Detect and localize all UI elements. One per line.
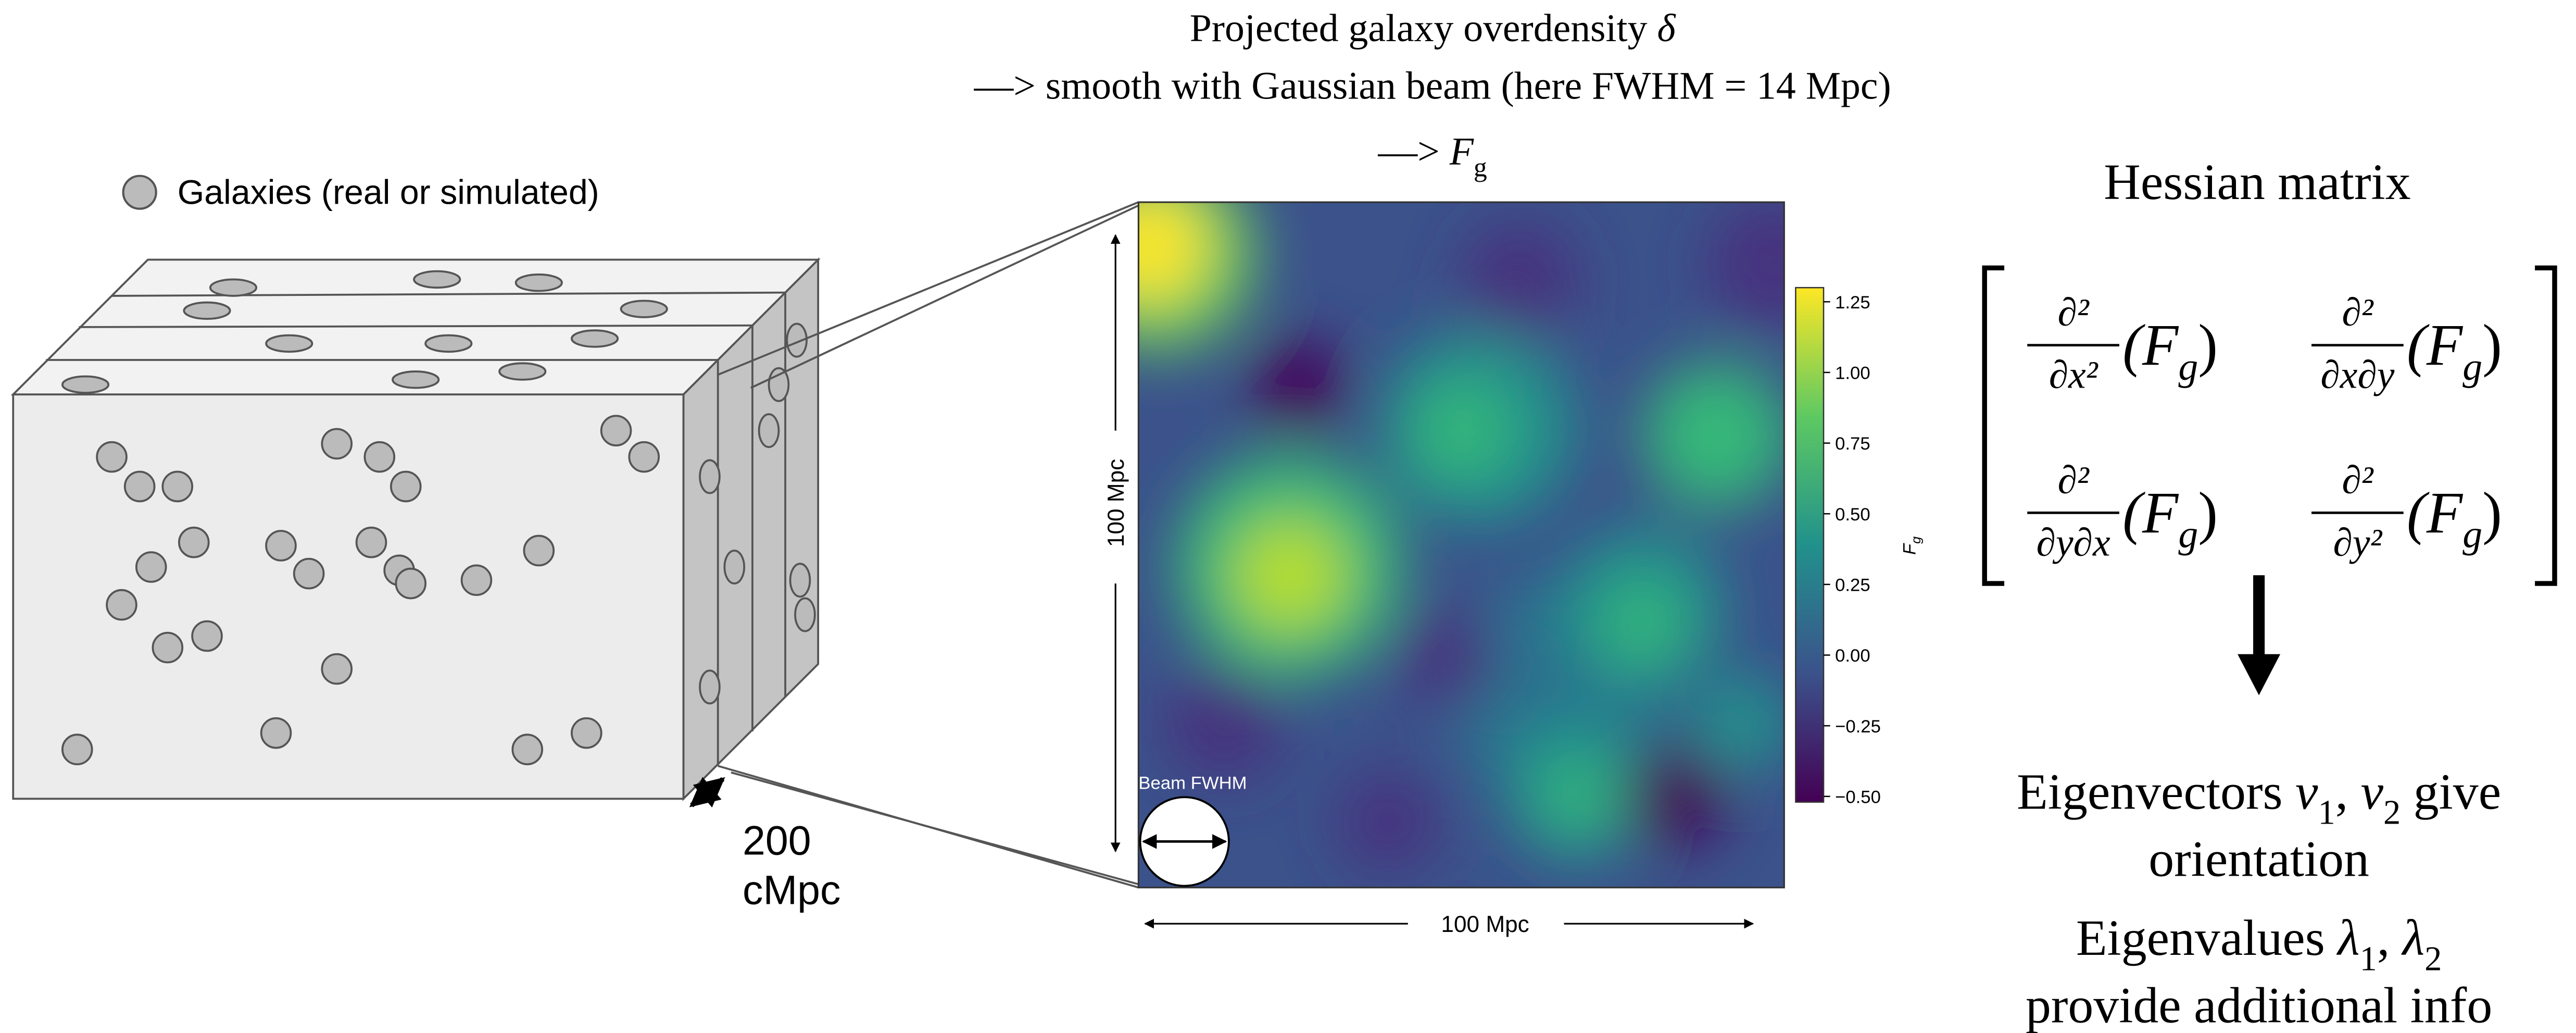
text-line: Projected galaxy overdensity δ — [1190, 7, 1677, 50]
subscript: 1 — [2360, 940, 2377, 978]
text-segment: v — [2295, 764, 2318, 820]
colorbar-label-text: F — [1900, 543, 1920, 555]
beam-label: Beam FWHM — [1138, 773, 1247, 793]
function-sub: g — [2178, 345, 2198, 389]
text-segment: , — [2377, 910, 2403, 966]
function: (Fg) — [2407, 480, 2502, 556]
colorbar-tick-label: 0.25 — [1835, 576, 1870, 595]
function-sub: g — [2462, 513, 2482, 556]
colorbar-label: Fg — [1900, 537, 1924, 555]
colorbar-tick-label: 1.00 — [1835, 364, 1870, 383]
colorbar-tick-label: 0.50 — [1835, 505, 1870, 525]
numerator: ∂² — [2058, 291, 2090, 334]
galaxy-box — [10, 257, 821, 801]
function-close: ) — [2482, 480, 2502, 545]
subscript: 1 — [2318, 794, 2335, 832]
colorbar-tick-label: −0.50 — [1835, 787, 1881, 807]
matrix: ∂²∂x² (Fg) ∂²∂x∂y (Fg)∂²∂y∂x (Fg) ∂²∂y² (Fg) — [2027, 291, 2502, 564]
text-segment: Eigenvalues — [2076, 910, 2338, 966]
matrix-entry: ∂² ∂x² (Fg) — [2027, 291, 2218, 397]
text-segment: v — [2361, 764, 2384, 820]
text-line: —> Fg — [1377, 130, 1487, 183]
denominator: ∂x² — [2049, 354, 2099, 397]
text-line: Eigenvectors v1, v2 give — [2017, 764, 2501, 831]
text-segment: λ — [2401, 910, 2424, 966]
text-line: orientation — [2148, 831, 2369, 888]
numerator: ∂² — [2342, 459, 2373, 502]
function: (Fg) — [2122, 480, 2218, 556]
numerator: ∂² — [2342, 291, 2373, 334]
depth-label: 200 cMpc — [743, 818, 840, 913]
down-arrow-head — [2238, 654, 2281, 695]
function-close: ) — [2482, 312, 2502, 378]
text-segment: Eigenvectors — [2017, 764, 2295, 820]
colorbar-tick-label: 0.00 — [1835, 646, 1870, 666]
colorbar-tick-label: 1.25 — [1835, 293, 1870, 313]
text-segment: orientation — [2148, 831, 2369, 888]
text-segment: λ — [2336, 910, 2359, 966]
text-segment: F — [1449, 130, 1474, 173]
text-line: —> smooth with Gaussian beam (here FWHM … — [974, 64, 1891, 107]
text-segment: give — [2401, 764, 2501, 820]
text-segment: , — [2335, 764, 2361, 820]
text-segment: δ — [1657, 7, 1676, 50]
colorbar-label-sub: g — [1909, 537, 1924, 544]
function-open: (F — [2407, 480, 2464, 545]
matrix-entry: ∂² ∂x∂y (Fg) — [2311, 291, 2502, 397]
y-axis-label: 100 Mpc — [1103, 459, 1129, 547]
subscript: 2 — [2383, 794, 2401, 832]
text-line: Eigenvalues λ1, λ2 — [2076, 910, 2442, 978]
function-sub: g — [2178, 513, 2198, 556]
legend-marker — [122, 175, 157, 210]
text-segment: Projected galaxy overdensity — [1190, 7, 1657, 50]
hessian-title: Hessian matrix — [2104, 154, 2410, 210]
function-close: ) — [2198, 480, 2218, 545]
subscript: 2 — [2424, 940, 2442, 978]
denominator: ∂y² — [2333, 521, 2383, 564]
text-segment: provide additional info — [2026, 977, 2492, 1033]
matrix-brackets — [1982, 265, 2557, 586]
function-sub: g — [2462, 345, 2482, 389]
denominator: ∂y∂x — [2037, 521, 2110, 564]
galaxies — [61, 270, 816, 766]
subscript: g — [1474, 153, 1487, 182]
numerator: ∂² — [2058, 459, 2090, 502]
function-open: (F — [2122, 312, 2179, 378]
text-line: provide additional info — [2026, 977, 2492, 1033]
depth-label-line: cMpc — [743, 867, 840, 913]
text-segment: —> — [1377, 130, 1449, 173]
function: (Fg) — [2122, 312, 2218, 388]
eigen-text: Eigenvectors v1, v2 giveorientationEigen… — [2017, 764, 2501, 1033]
map-title: Projected galaxy overdensity δ —> smooth … — [974, 7, 1891, 182]
map-frame — [1137, 201, 1785, 889]
heatmap — [1138, 202, 1785, 888]
text-segment: —> smooth with Gaussian beam (here FWHM … — [974, 64, 1891, 107]
colorbar — [1795, 287, 1825, 803]
x-axis-label: 100 Mpc — [1441, 912, 1529, 937]
function-open: (F — [2122, 480, 2179, 545]
function-close: ) — [2198, 312, 2218, 378]
depth-label-line: 200 — [743, 818, 811, 864]
function-open: (F — [2407, 312, 2464, 378]
depth-arrow — [689, 777, 725, 808]
colorbar-axis: 1.25 1.00 0.75 0.50 0.25 0.00 −0.25 −0.50 Fg — [1824, 293, 1924, 807]
matrix-entry: ∂² ∂y∂x (Fg) — [2027, 459, 2218, 564]
matrix-entry: ∂² ∂y² (Fg) — [2311, 459, 2502, 564]
denominator: ∂x∂y — [2320, 354, 2394, 397]
colorbar-tick-label: 0.75 — [1835, 434, 1870, 454]
legend-label: Galaxies (real or simulated) — [178, 173, 599, 211]
function: (Fg) — [2407, 312, 2502, 388]
projection-lines — [718, 201, 1139, 889]
colorbar-tick-label: −0.25 — [1835, 717, 1881, 737]
